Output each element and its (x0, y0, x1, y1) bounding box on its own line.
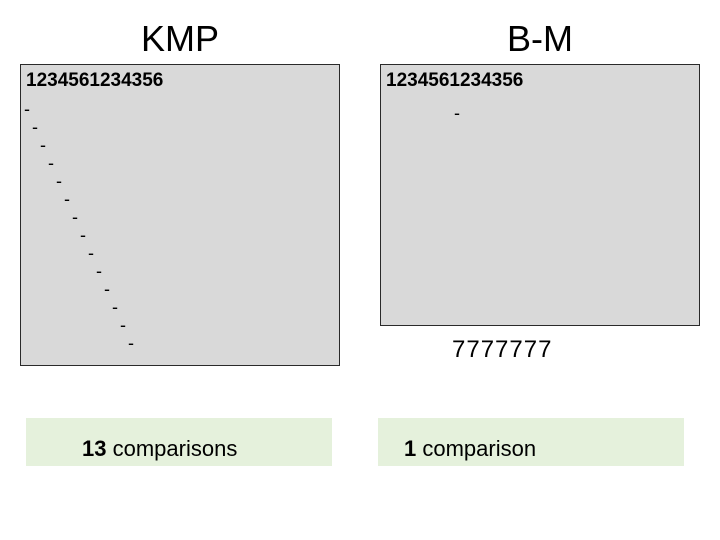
kmp-sequence: 1234561234356 (26, 70, 163, 92)
bm-result-number: 1 (404, 436, 416, 461)
bm-dash: - (454, 104, 460, 122)
kmp-box (20, 64, 340, 366)
kmp-dash: - (48, 154, 54, 172)
kmp-dash: - (80, 226, 86, 244)
bm-result-word: comparison (416, 436, 536, 461)
bm-title: B-M (360, 18, 720, 60)
bm-sequence: 1234561234356 (386, 70, 523, 92)
kmp-dash: - (104, 280, 110, 298)
kmp-dash: - (40, 136, 46, 154)
kmp-result-number: 13 (82, 436, 106, 461)
bm-box (380, 64, 700, 326)
bm-result: 1 comparison (388, 426, 552, 472)
kmp-result: 13 comparisons (66, 426, 253, 472)
kmp-dash: - (64, 190, 70, 208)
kmp-title: KMP (0, 18, 360, 60)
kmp-dash: - (96, 262, 102, 280)
kmp-dash: - (120, 316, 126, 334)
kmp-dash: - (24, 100, 30, 118)
bm-pattern: 7777777 (452, 336, 552, 364)
kmp-dash: - (72, 208, 78, 226)
kmp-dash: - (32, 118, 38, 136)
kmp-result-word: comparisons (106, 436, 237, 461)
kmp-dash: - (128, 334, 134, 352)
page: { "left": { "title": "KMP", "sequence": … (0, 0, 720, 540)
kmp-dash: - (56, 172, 62, 190)
kmp-dash: - (112, 298, 118, 316)
kmp-dash: - (88, 244, 94, 262)
